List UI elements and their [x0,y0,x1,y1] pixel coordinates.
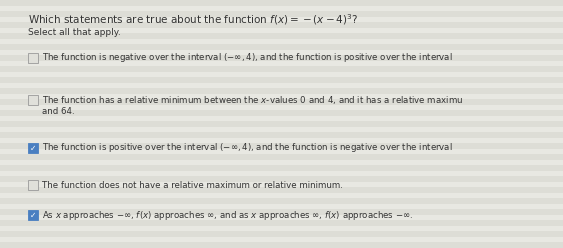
Bar [0,242,563,248]
Bar [0,110,563,116]
Bar [0,66,563,71]
Text: The function is negative over the interval $(-\infty, 4)$, and the function is p: The function is negative over the interv… [42,52,453,64]
Bar [0,22,563,28]
Bar [0,121,563,126]
Text: The function does not have a relative maximum or relative minimum.: The function does not have a relative ma… [42,181,343,189]
Bar [0,154,563,159]
Text: As $x$ approaches $-\infty$, $f(x)$ approaches $\infty$, and as $x$ approaches $: As $x$ approaches $-\infty$, $f(x)$ appr… [42,209,413,221]
FancyBboxPatch shape [28,210,38,220]
FancyBboxPatch shape [28,95,38,105]
Bar [0,220,563,225]
Bar [0,11,563,17]
Bar [0,132,563,137]
Bar [0,55,563,61]
Bar [0,99,563,104]
Bar [0,143,563,149]
Bar [0,198,563,204]
FancyBboxPatch shape [28,180,38,190]
FancyBboxPatch shape [28,143,38,153]
Text: The function has a relative minimum between the $x$-values 0 and 4, and it has a: The function has a relative minimum betw… [42,94,463,106]
Bar [0,209,563,215]
Bar [0,231,563,237]
Bar [0,88,563,93]
Bar [0,0,563,5]
Bar [0,187,563,192]
Bar [0,176,563,182]
Text: ✓: ✓ [30,144,36,153]
Text: Which statements are true about the function $f(x) = -(x-4)^3$?: Which statements are true about the func… [28,12,358,27]
Text: The function is positive over the interval $(-\infty, 4)$, and the function is n: The function is positive over the interv… [42,142,453,155]
Text: and 64.: and 64. [42,106,75,116]
Bar [0,44,563,50]
Text: Select all that apply.: Select all that apply. [28,28,120,37]
Bar [0,165,563,171]
Text: ✓: ✓ [30,211,36,219]
Bar [0,33,563,38]
Bar [0,77,563,83]
FancyBboxPatch shape [28,53,38,63]
